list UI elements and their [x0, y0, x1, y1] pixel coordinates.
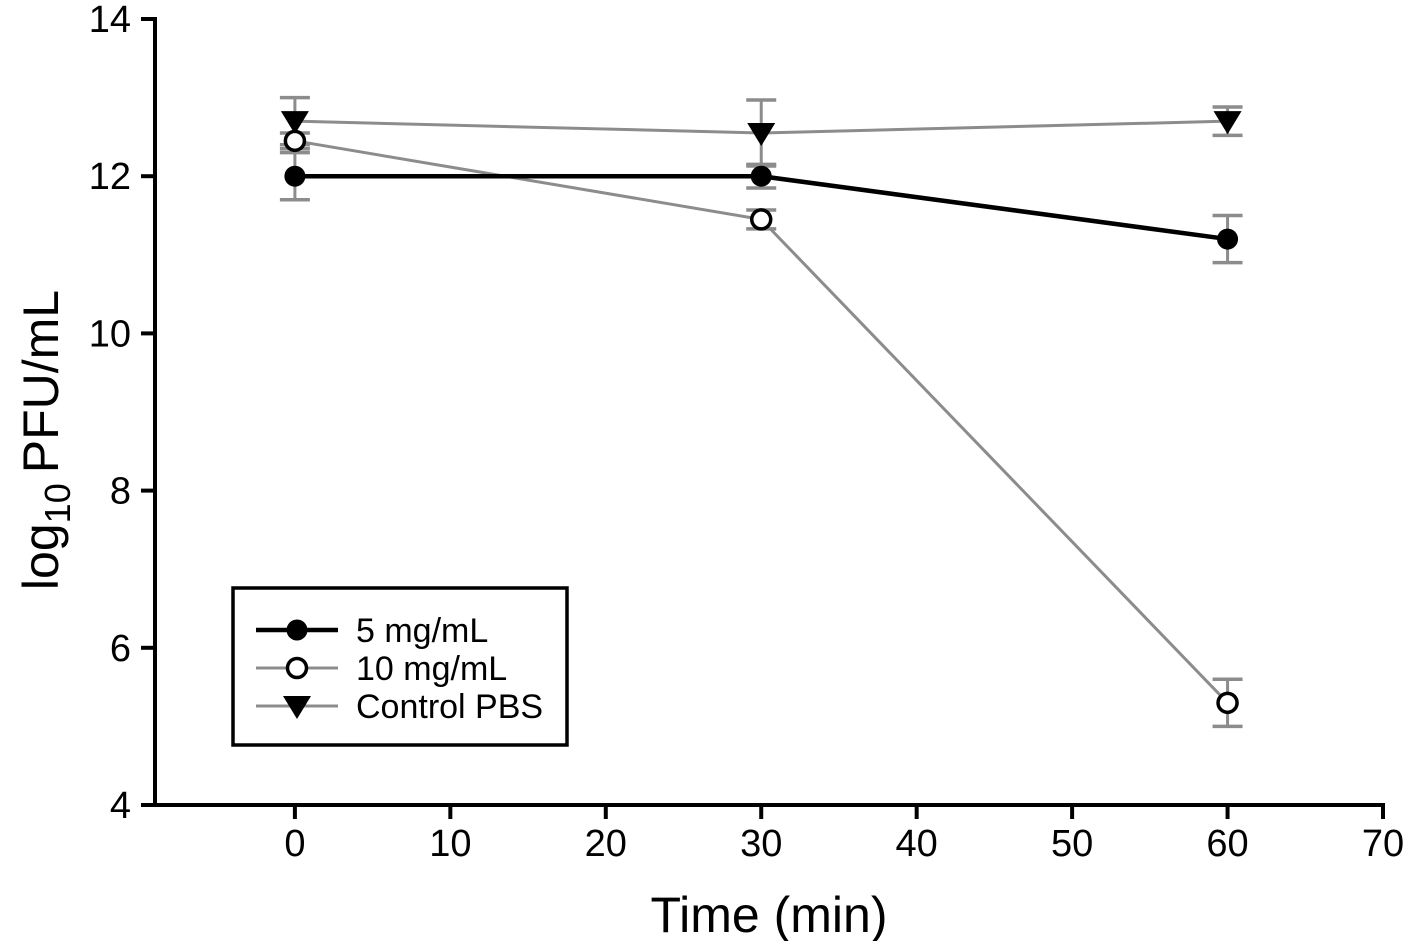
- y-axis-title-units: PFU/mL: [13, 290, 69, 473]
- y-axis-title-main: log: [13, 523, 69, 590]
- legend-label: 10 mg/mL: [356, 650, 507, 688]
- y-tick-label: 10: [89, 313, 131, 355]
- legend-label: Control PBS: [356, 688, 543, 726]
- y-tick-label: 6: [110, 628, 131, 670]
- x-tick-label: 60: [1206, 823, 1248, 865]
- x-tick-label: 10: [429, 823, 471, 865]
- y-axis-title-subscript: 10: [37, 483, 78, 523]
- y-tick-label: 4: [110, 785, 131, 827]
- y-axis-title: log10 PFU/mL: [13, 290, 78, 590]
- x-tick-label: 50: [1051, 823, 1093, 865]
- marker-10-mg-ml: [283, 129, 307, 153]
- marker-5-mg-ml: [750, 165, 772, 187]
- x-tick-label: 40: [896, 823, 938, 865]
- legend-marker: [285, 656, 309, 680]
- legend-marker: [286, 619, 308, 641]
- y-tick-label: 8: [110, 471, 131, 513]
- x-tick-label: 30: [740, 823, 782, 865]
- marker-control-pbs: [747, 122, 776, 146]
- x-tick-label: 0: [284, 823, 305, 865]
- marker-10-mg-ml: [749, 208, 773, 231]
- y-tick-label: 14: [89, 0, 131, 41]
- x-tick-label: 20: [585, 823, 627, 865]
- marker-5-mg-ml: [284, 165, 306, 187]
- marker-5-mg-ml: [1217, 228, 1239, 250]
- marker-10-mg-ml: [1216, 691, 1239, 715]
- x-axis-title: Time (min): [650, 887, 887, 941]
- y-tick-label: 12: [89, 156, 131, 198]
- marker-control-pbs: [280, 111, 309, 135]
- legend-marker: [283, 696, 311, 719]
- x-tick-label: 70: [1362, 823, 1404, 865]
- marker-control-pbs: [1213, 111, 1242, 135]
- legend-label: 5 mg/mL: [356, 612, 488, 650]
